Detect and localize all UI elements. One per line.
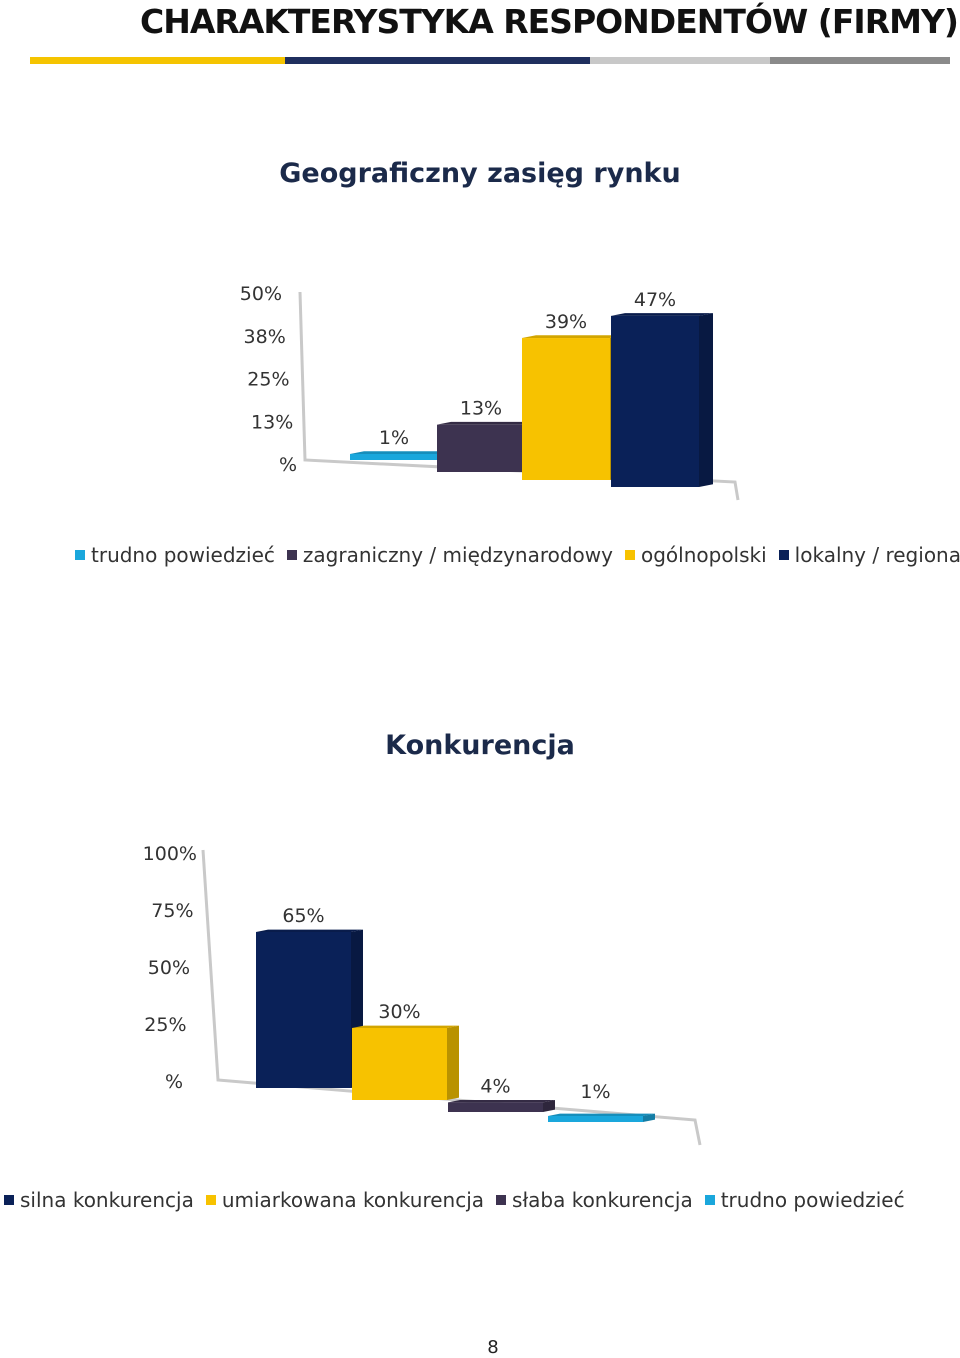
bar [350, 454, 438, 460]
legend-swatch [778, 550, 789, 560]
legend-label: lokalny / regionalny [794, 543, 960, 567]
page-title: CHARAKTERYSTYKA RESPONDENTÓW (FIRMY) [140, 2, 959, 41]
y-tick-label: 50% [240, 283, 282, 305]
title-rule-segment [590, 57, 770, 64]
legend-item: trudno powiedzieć [75, 543, 275, 567]
legend-label: trudno powiedzieć [720, 1188, 905, 1212]
bar [522, 338, 610, 480]
title-rule-segment [285, 57, 590, 64]
legend-item: umiarkowana konkurencja [205, 1188, 485, 1212]
bar-side [447, 1025, 459, 1100]
bar-top [448, 1100, 555, 1103]
chart-title: Geograficzny zasięg rynku [279, 158, 681, 189]
chart-legend: trudno powiedzieć zagraniczny / międzynar… [75, 543, 960, 567]
data-label: 4% [480, 1075, 510, 1097]
data-label: 30% [378, 1001, 420, 1023]
legend-swatch [496, 1195, 507, 1205]
data-label: 39% [545, 311, 587, 333]
axis-line [201, 849, 702, 1146]
legend-label: słaba konkurencja [512, 1188, 693, 1212]
bar-top [548, 1113, 655, 1116]
legend-swatch [205, 1195, 216, 1205]
legend-swatch [624, 550, 635, 560]
legend-swatch [75, 550, 85, 560]
y-tick-label: 13% [251, 411, 293, 433]
data-label: 1% [580, 1081, 610, 1103]
bar [611, 315, 699, 487]
legend-item: zagraniczny / międzynarodowy [286, 543, 613, 567]
bar-side [699, 313, 713, 487]
data-label: 1% [379, 427, 409, 449]
bar [352, 1028, 447, 1100]
legend-item: słaba konkurencja [496, 1188, 693, 1212]
legend-swatch [4, 1195, 14, 1205]
y-tick-label: % [279, 454, 297, 476]
y-tick-label: % [165, 1071, 183, 1093]
legend-item: lokalny / regionalny [778, 543, 960, 567]
bar-top [256, 929, 363, 932]
title-rule-segment [30, 57, 285, 64]
data-label: 13% [460, 398, 502, 420]
title-rule-segment [770, 57, 950, 64]
bar [256, 932, 351, 1088]
y-tick-label: 38% [244, 326, 286, 348]
legend-item: silna konkurencja [4, 1188, 194, 1212]
legend-item: ogólnopolski [624, 543, 767, 567]
title-rule [30, 57, 950, 64]
data-label: 65% [282, 905, 324, 927]
y-tick-label: 75% [151, 900, 193, 922]
bar-top [352, 1025, 459, 1028]
geographic-range-chart: % 13% 25% 38% 50% 1% 13% 39% 47% [240, 283, 740, 501]
legend-label: trudno powiedzieć [91, 543, 275, 567]
bar [437, 424, 525, 472]
chart-legend: silna konkurencja umiarkowana konkurencja… [4, 1188, 917, 1212]
legend-label: zagraniczny / międzynarodowy [302, 543, 613, 567]
bar [448, 1102, 543, 1112]
bar [548, 1116, 643, 1122]
legend-label: ogólnopolski [640, 543, 767, 567]
y-tick-label: 25% [247, 369, 289, 391]
legend-label: silna konkurencja [20, 1188, 194, 1212]
competition-chart: % 25% 50% 75% 100% 65% 30% 4% 1% [143, 843, 702, 1146]
bar-side [543, 1100, 555, 1112]
legend-swatch [286, 550, 297, 560]
bar-top [350, 451, 452, 454]
y-tick-label: 50% [148, 957, 190, 979]
y-tick-label: 100% [143, 843, 197, 865]
legend-swatch [704, 1195, 715, 1205]
data-label: 47% [634, 289, 676, 311]
legend-item: trudno powiedzieć [704, 1188, 905, 1212]
bar-top [611, 313, 713, 316]
y-tick-label: 25% [144, 1014, 186, 1036]
bar-top [522, 335, 624, 339]
page-number: 8 [487, 1337, 499, 1358]
legend-label: umiarkowana konkurencja [221, 1188, 485, 1212]
bar-top [437, 421, 539, 425]
bar-side [643, 1113, 655, 1122]
chart-title: Konkurencja [385, 730, 575, 761]
